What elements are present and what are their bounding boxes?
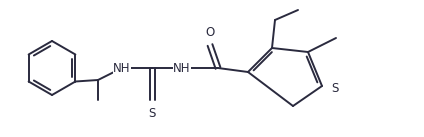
Text: O: O [205, 26, 215, 39]
Text: NH: NH [173, 62, 191, 75]
Text: NH: NH [113, 62, 131, 75]
Text: S: S [148, 107, 156, 120]
Text: S: S [331, 82, 338, 95]
